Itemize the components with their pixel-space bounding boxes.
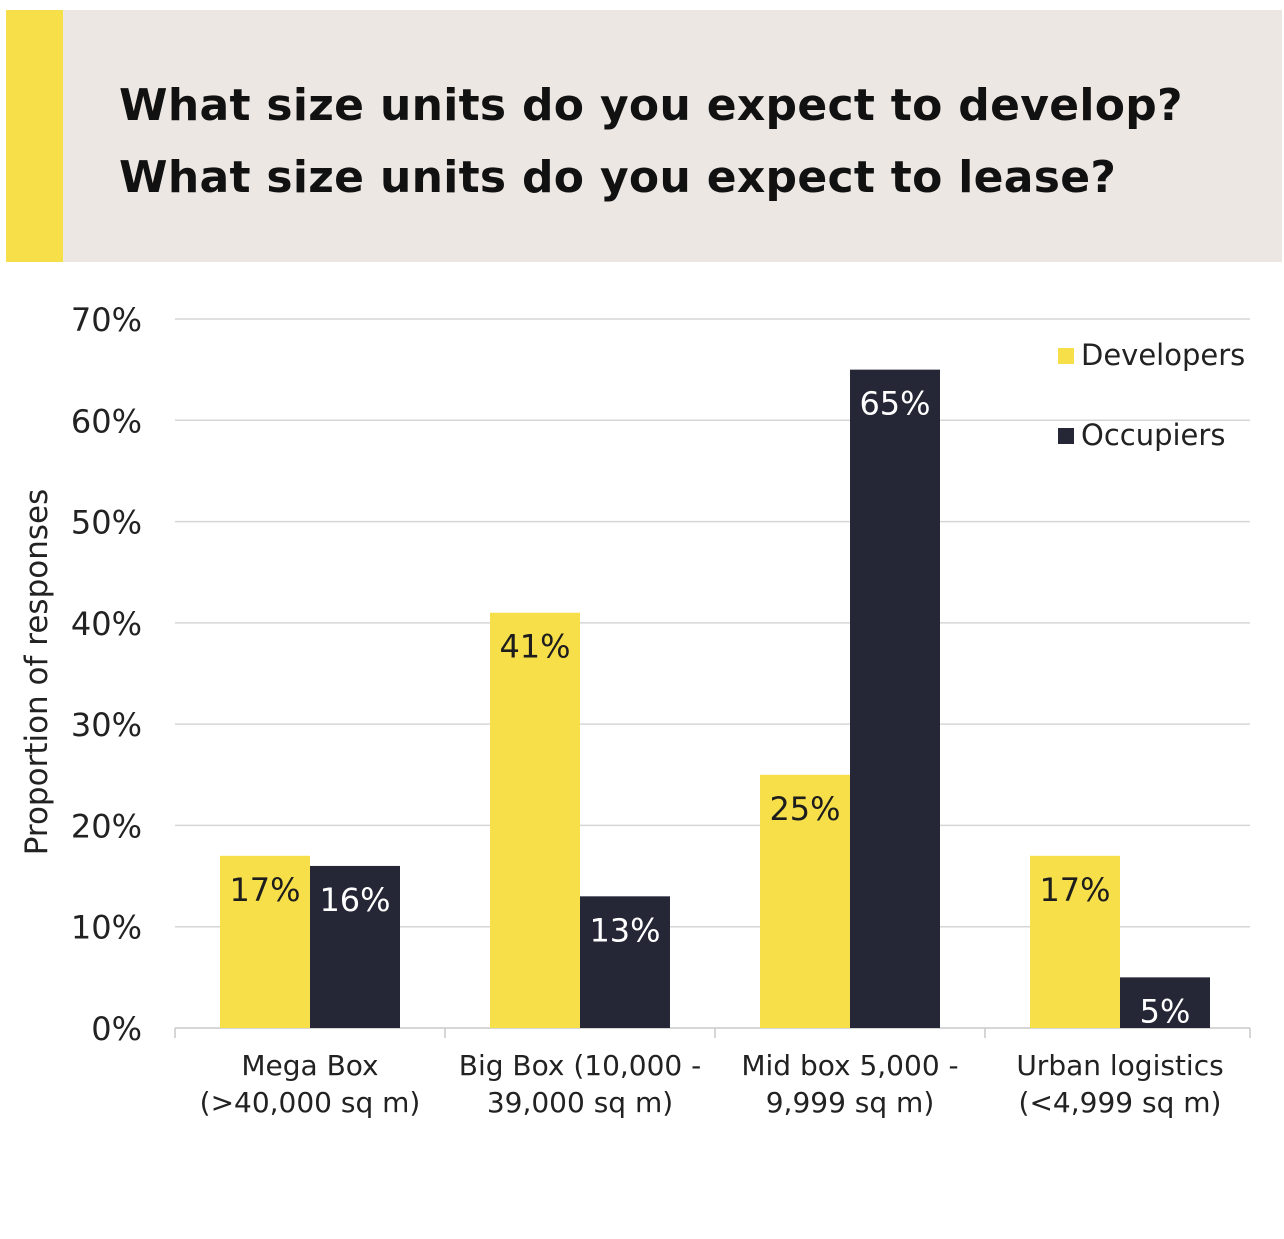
y-tick-label: 0% (91, 1010, 142, 1048)
header-accent-bar (6, 10, 63, 262)
y-tick-label: 40% (71, 605, 142, 643)
bar-occupiers (580, 896, 670, 1028)
x-category-label: Big Box (10,000 - (459, 1049, 702, 1082)
data-label: 5% (1140, 992, 1191, 1030)
y-tick-label: 70% (71, 301, 142, 339)
data-label: 41% (499, 628, 570, 666)
data-label: 17% (1039, 871, 1110, 909)
y-tick-label: 30% (71, 706, 142, 744)
legend-swatch-developers (1058, 348, 1074, 364)
data-label: 25% (769, 790, 840, 828)
y-axis-title: Proportion of responses (19, 489, 55, 856)
x-category-label: Mega Box (241, 1049, 378, 1082)
x-category-label: (<4,999 sq m) (1019, 1086, 1222, 1119)
y-tick-label: 20% (71, 807, 142, 845)
bar-developers (490, 612, 580, 1028)
data-label: 17% (229, 871, 300, 909)
chart-title-line-1: What size units do you expect to develop… (119, 80, 1183, 131)
bar-occupiers (1120, 977, 1210, 1028)
data-label: 65% (859, 385, 930, 423)
data-label: 13% (589, 911, 660, 949)
x-category-label: (>40,000 sq m) (200, 1086, 421, 1119)
x-category-label: Urban logistics (1016, 1049, 1223, 1082)
x-category-label: 9,999 sq m) (766, 1086, 935, 1119)
bar-developers (1030, 855, 1120, 1028)
bar-developers (220, 855, 310, 1028)
bar-occupiers (850, 369, 940, 1029)
legend-label-developers: Developers (1081, 338, 1245, 372)
bar-chart: 0% 10% 20% 30% 40% 50% 60% 70% Proportion of res… (19, 301, 1251, 1119)
legend-label-occupiers: Occupiers (1081, 418, 1225, 452)
y-tick-label: 60% (71, 402, 142, 440)
legend-swatch-occupiers (1058, 428, 1074, 444)
y-tick-label: 10% (71, 909, 142, 947)
x-category-label: 39,000 sq m) (487, 1086, 673, 1119)
data-label: 16% (319, 881, 390, 919)
chart-title-line-2: What size units do you expect to lease? (119, 152, 1117, 203)
bar-occupiers (310, 865, 400, 1028)
x-category-label: Mid box 5,000 - (741, 1049, 958, 1082)
header-panel: What size units do you expect to develop… (6, 10, 1282, 262)
y-tick-label: 50% (71, 504, 142, 542)
bar-developers (760, 774, 850, 1028)
